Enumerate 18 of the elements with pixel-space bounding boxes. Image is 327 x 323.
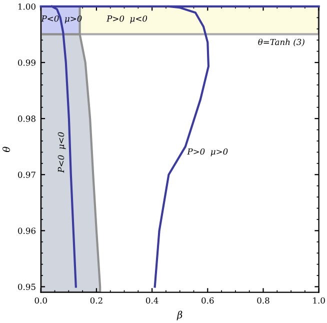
y-tick-label: 0.95	[18, 284, 36, 290]
y-tick-label: 0.96	[18, 228, 36, 234]
band-label: θ=Tanh (3)	[258, 38, 304, 46]
y-tick-label: 1.00	[18, 3, 36, 10]
y-tick-label: 0.98	[18, 116, 36, 122]
x-axis-title: β	[176, 310, 182, 320]
y-axis-title: θ	[2, 146, 10, 152]
x-tick-label: 0.2	[90, 297, 102, 304]
x-tick-label: 0.8	[257, 297, 270, 304]
annotation: P>0 μ<0	[106, 15, 148, 24]
annotation: P>0 μ>0	[187, 148, 228, 156]
x-tick-label: 0.0	[34, 297, 47, 304]
x-tick-label: 0.6	[202, 297, 214, 304]
x-tick-label: 0.4	[146, 297, 158, 304]
x-tick-label: 1.0	[313, 297, 325, 304]
y-tick-label: 0.99	[18, 59, 36, 66]
annotation: P<0 μ<0	[58, 132, 66, 173]
y-tick-label: 0.97	[18, 172, 36, 178]
